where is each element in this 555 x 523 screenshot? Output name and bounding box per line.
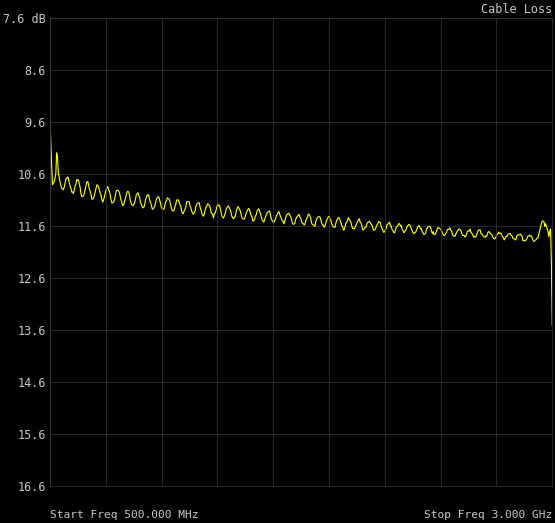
Text: Cable Loss: Cable Loss bbox=[481, 3, 552, 16]
Text: Start Freq 500.000 MHz: Start Freq 500.000 MHz bbox=[50, 510, 199, 520]
Text: Stop Freq 3.000 GHz: Stop Freq 3.000 GHz bbox=[424, 510, 552, 520]
